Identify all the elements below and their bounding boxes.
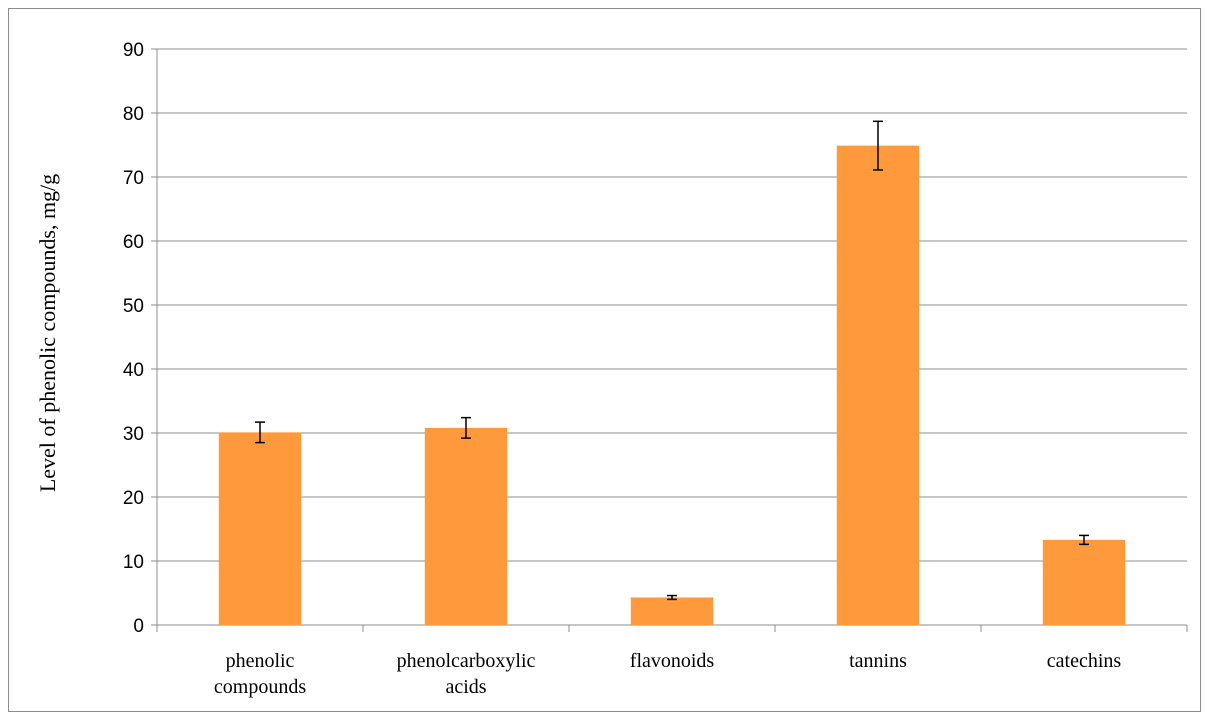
x-tick-label: flavonoids: [630, 650, 715, 672]
bar: [630, 597, 714, 625]
y-tick-label: 80: [123, 104, 144, 125]
y-tick-label: 40: [123, 360, 144, 381]
bar: [424, 427, 508, 625]
y-tick-label: 20: [123, 488, 144, 509]
y-axis-label: Level of phenolic compounds, mg/g: [35, 174, 60, 492]
bar: [218, 432, 302, 625]
x-tick-label: catechins: [1047, 650, 1122, 672]
bar: [1042, 539, 1126, 625]
bar: [836, 145, 920, 625]
chart-frame: [8, 8, 1201, 712]
y-tick-label: 70: [123, 168, 144, 189]
y-tick-label: 30: [123, 424, 144, 445]
y-tick-label: 10: [123, 552, 144, 573]
y-tick-label: 50: [123, 296, 144, 317]
x-tick-label: phenolic compounds: [214, 650, 306, 698]
y-tick-label: 60: [123, 232, 144, 253]
x-tick-label: tannins: [849, 650, 907, 672]
y-tick-label: 0: [133, 616, 144, 637]
x-tick-label: phenolcarboxylic acids: [397, 650, 536, 698]
y-tick-label: 90: [123, 40, 144, 61]
